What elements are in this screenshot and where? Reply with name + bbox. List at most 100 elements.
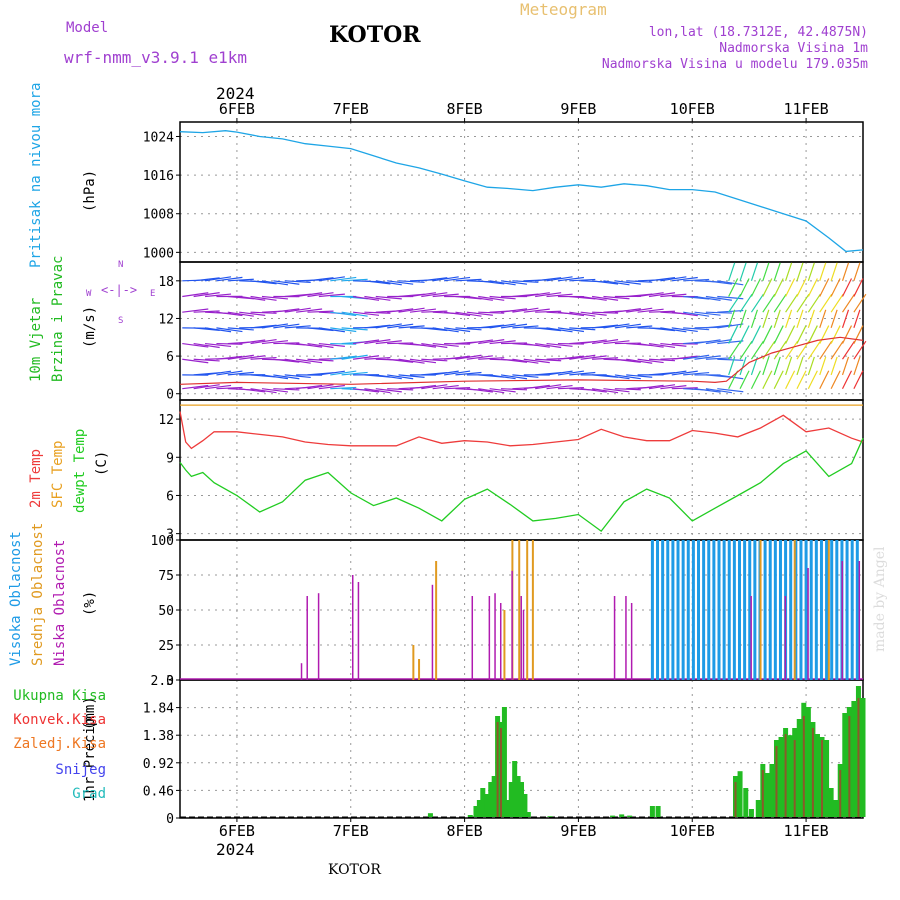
wind-arrow <box>535 277 562 282</box>
wind-arrow <box>352 295 380 301</box>
wind-arrow <box>261 323 289 329</box>
wind-arrow <box>216 386 243 390</box>
total-precip-bar <box>480 788 486 817</box>
wind-arrow <box>523 358 550 364</box>
temperature-panel-frame <box>179 399 864 541</box>
wind-arrow <box>807 340 821 360</box>
total-precip-bar <box>655 806 661 817</box>
wind-arrow <box>569 371 596 376</box>
wind-arrow <box>296 292 323 298</box>
wind-arrow <box>841 370 853 389</box>
total-precip-bar <box>851 701 857 817</box>
total-precip-bar <box>488 782 494 817</box>
wind-arrow <box>580 295 607 301</box>
wind-arrow <box>841 356 850 376</box>
x-tick-label-bottom: 10FEB <box>670 822 715 840</box>
wind-arrow <box>364 280 391 285</box>
wind-arrow <box>807 262 815 282</box>
wind-arrow <box>261 280 289 286</box>
wind-arrow <box>318 342 345 347</box>
wind-arrow <box>648 327 676 332</box>
wind-arrow <box>819 278 830 297</box>
conv-precip-bar <box>802 716 805 817</box>
x-tick-label-bottom: 6FEB <box>219 822 255 840</box>
wind-arrow <box>694 339 721 345</box>
wind-arrow <box>330 370 357 376</box>
wind-arrow <box>466 339 493 345</box>
wind-arrow <box>409 308 437 313</box>
wind-arrow <box>387 358 414 363</box>
wind-arrow <box>819 370 830 389</box>
pressure-ytick-label: 1008 <box>143 208 174 223</box>
wind-arrow <box>227 371 254 376</box>
wind-arrow <box>307 358 334 362</box>
total-precip-bar <box>515 776 521 817</box>
wind-arrow <box>432 370 459 376</box>
wind-arrow <box>455 278 482 282</box>
wind-arrow <box>387 308 414 313</box>
wind-arrow <box>273 358 300 363</box>
wind-arrow <box>648 292 676 298</box>
wind-arrow <box>785 262 793 282</box>
wind-arrow <box>546 342 573 347</box>
wind-arrow <box>239 339 266 345</box>
wind-arrow <box>683 354 710 360</box>
wind-arrow <box>284 325 311 329</box>
wind-arrow <box>364 324 391 329</box>
wind-arrow <box>750 370 761 389</box>
legend-total-precip: Ukupna Kisa <box>13 688 106 704</box>
wind-arrow <box>614 308 641 313</box>
conv-precip-bar <box>761 770 764 817</box>
wind-arrow <box>182 384 209 390</box>
wind-arrow <box>853 293 867 313</box>
wind-arrow <box>796 293 810 313</box>
wind-arrow <box>785 293 799 313</box>
wind-arrow <box>387 280 414 285</box>
temperature-ytick-label: 12 <box>158 413 174 428</box>
wind-arrow <box>409 384 437 390</box>
x-tick-label-bottom: 11FEB <box>784 822 829 840</box>
wind-arrow <box>330 276 357 282</box>
wind-arrow <box>466 295 493 301</box>
total-precip-bar <box>796 719 802 817</box>
wind-arrow <box>796 356 804 376</box>
wind-arrow <box>341 354 368 360</box>
wind-arrow <box>318 384 345 390</box>
wind-arrow <box>546 276 573 282</box>
wind-arrow <box>694 311 721 316</box>
wind-arrow <box>546 293 573 298</box>
wind-arrow <box>557 327 585 333</box>
wind-arrow <box>830 278 841 297</box>
wind-arrow <box>296 342 323 348</box>
wind-arrow <box>284 280 311 283</box>
total-precip-bar <box>787 735 793 817</box>
wind-arrow <box>773 278 784 297</box>
total-precip-bar <box>764 773 770 817</box>
conv-precip-bar <box>839 770 842 817</box>
wind-arrow <box>591 295 619 301</box>
total-precip-bar <box>519 782 524 817</box>
wind-arrow <box>261 388 289 393</box>
wind-arrow <box>671 327 698 333</box>
wind-arrow <box>318 293 345 298</box>
wind-arrow <box>352 388 380 393</box>
total-precip-bar <box>619 814 625 817</box>
wind-arrow <box>830 293 844 313</box>
wind-arrow <box>626 325 653 329</box>
wind-ytick-label: 12 <box>158 312 174 327</box>
wind-arrow <box>523 308 550 313</box>
wind-arrow <box>785 278 796 297</box>
wind-arrow <box>830 356 838 376</box>
wind-arrow <box>455 327 482 331</box>
wind-arrow <box>717 323 744 329</box>
wind-arrow <box>398 374 425 378</box>
model-name: wrf-nmm_v3.9.1 e1km <box>64 48 248 67</box>
wind-arrow <box>523 292 550 298</box>
wind-arrow <box>216 370 243 376</box>
wind-arrow <box>694 295 721 301</box>
wind-arrow <box>660 385 687 390</box>
wind-arrow <box>683 278 710 282</box>
pressure-panel-frame <box>179 121 864 263</box>
wind-arrow <box>512 307 539 313</box>
wind-arrow <box>296 308 323 313</box>
